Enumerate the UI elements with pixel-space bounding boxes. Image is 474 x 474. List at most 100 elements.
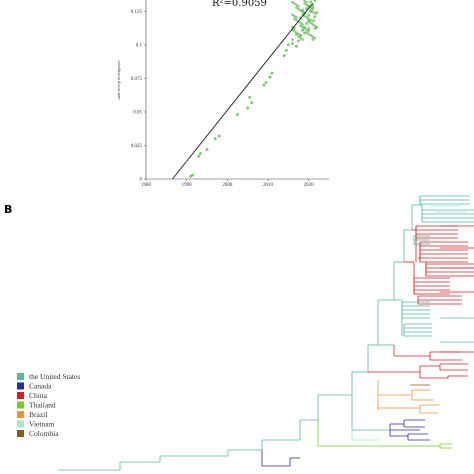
data-point <box>313 24 317 27</box>
data-point <box>293 27 296 30</box>
data-point <box>284 48 288 52</box>
data-point <box>305 21 309 25</box>
data-point <box>311 7 315 11</box>
x-tick-label: 2020 <box>304 183 315 188</box>
data-point <box>295 18 298 22</box>
y-axis-title: root-to-tip divergence <box>116 60 121 99</box>
y-tick-label: 0 <box>140 178 143 183</box>
data-point <box>299 9 302 12</box>
phylogenetic-tree <box>58 195 474 471</box>
data-point <box>313 36 317 40</box>
legend-label: Brazil <box>29 410 47 419</box>
r-squared-annotation: R²=0.9059 <box>212 0 267 9</box>
data-point <box>299 21 302 25</box>
data-point <box>297 4 300 8</box>
legend-swatch <box>17 392 24 399</box>
data-point <box>293 17 296 21</box>
data-point <box>309 9 313 12</box>
data-point <box>309 21 313 25</box>
country-legend: the United StatesCanadaChinaThailandBraz… <box>17 372 80 438</box>
legend-swatch <box>17 430 24 437</box>
data-point <box>305 31 308 34</box>
data-point <box>268 75 272 79</box>
data-point <box>270 71 274 75</box>
legend-swatch <box>17 401 24 409</box>
data-point <box>291 0 294 4</box>
data-point <box>307 17 310 21</box>
data-point <box>301 38 304 41</box>
data-point <box>217 134 221 138</box>
data-point <box>291 13 294 16</box>
data-point <box>295 31 298 34</box>
x-tick-label: 2010 <box>263 183 274 188</box>
data-point <box>309 0 313 4</box>
data-point <box>313 15 317 19</box>
data-point <box>295 16 298 19</box>
data-point <box>305 16 308 19</box>
regression-line <box>172 3 314 180</box>
data-points <box>189 0 319 178</box>
data-point <box>293 14 296 18</box>
y-tick-label: 0.025 <box>131 144 143 149</box>
legend-label: Vietnam <box>29 420 55 429</box>
data-point <box>303 2 306 5</box>
panel-b-letter: B <box>4 203 12 216</box>
data-point <box>205 148 209 152</box>
data-point <box>264 80 268 84</box>
x-tick-label: 1990 <box>182 183 193 188</box>
data-point <box>307 20 310 23</box>
data-point <box>213 137 217 141</box>
data-point <box>303 0 306 3</box>
data-point <box>250 101 254 105</box>
x-tick-label: 1980 <box>141 183 152 188</box>
data-point <box>303 14 306 18</box>
data-point <box>307 32 310 36</box>
data-point <box>246 106 250 110</box>
data-point <box>303 27 306 30</box>
data-point <box>299 36 302 40</box>
data-point <box>294 44 298 48</box>
x-tick-label: 2000 <box>222 183 233 188</box>
data-point <box>301 28 305 32</box>
data-point <box>311 35 315 39</box>
data-point <box>315 25 319 29</box>
data-point <box>297 35 300 39</box>
data-point <box>312 19 316 23</box>
data-point <box>297 39 300 43</box>
legend-swatch <box>17 411 24 418</box>
data-point <box>262 83 266 87</box>
data-point <box>191 173 195 177</box>
data-point <box>303 31 307 35</box>
data-point <box>290 42 294 46</box>
x-tick-group: 1980 1990 2000 2010 2020 <box>141 179 314 188</box>
data-point <box>305 3 308 7</box>
data-point <box>301 23 304 26</box>
data-point <box>297 7 300 11</box>
y-tick-group: 0 0.025 0.05 0.075 0.1 0.125 <box>131 10 146 183</box>
data-point <box>301 10 304 14</box>
data-point <box>307 29 310 33</box>
data-point <box>313 27 317 30</box>
y-tick-label: 0.075 <box>131 77 143 82</box>
data-point <box>305 0 308 4</box>
y-tick-label: 0.05 <box>133 111 142 116</box>
data-point <box>307 13 311 17</box>
data-point <box>301 25 304 29</box>
data-point <box>305 28 308 32</box>
data-point <box>295 6 298 9</box>
data-point <box>297 32 300 36</box>
legend-swatch <box>17 382 24 390</box>
legend-label: China <box>29 391 48 400</box>
data-point <box>293 29 296 33</box>
legend-swatch <box>17 420 24 428</box>
data-point <box>309 18 313 22</box>
data-point <box>313 11 317 15</box>
data-point <box>311 23 315 26</box>
data-point <box>293 2 296 5</box>
data-point <box>311 10 315 14</box>
legend-swatch <box>17 373 24 380</box>
data-point <box>311 38 315 41</box>
data-point <box>291 38 294 41</box>
data-point <box>236 113 239 117</box>
data-point <box>307 27 311 31</box>
